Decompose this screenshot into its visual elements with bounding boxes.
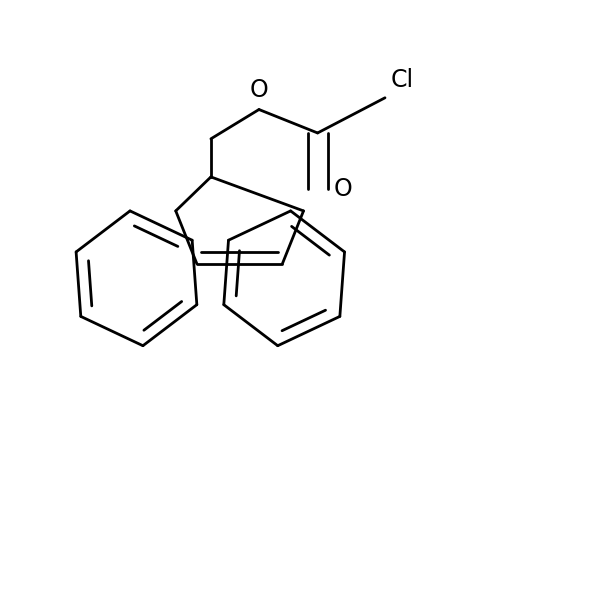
Text: O: O <box>250 79 268 103</box>
Text: Cl: Cl <box>391 68 414 92</box>
Text: O: O <box>334 176 353 200</box>
